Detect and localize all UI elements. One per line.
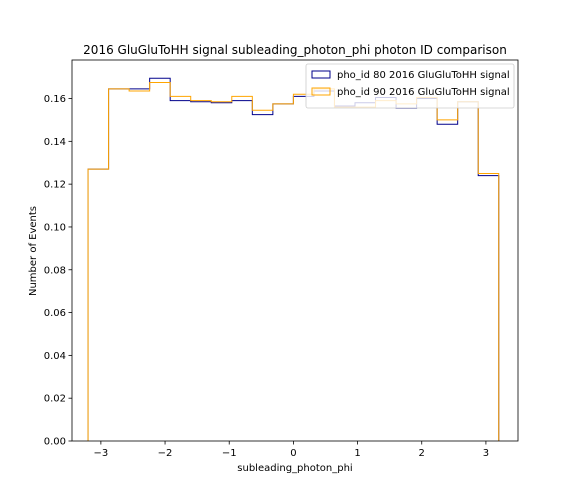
x-tick-label: 1 [354, 448, 360, 459]
y-tick-label: 0.06 [44, 308, 66, 319]
y-tick-label: 0.10 [44, 222, 66, 233]
y-tick-label: 0.12 [44, 180, 66, 191]
y-tick-label: 0.08 [44, 265, 66, 276]
legend: pho_id 80 2016 GluGluToHH signal pho_id 9… [305, 63, 515, 109]
x-tick-label: −2 [158, 448, 173, 459]
legend-box [305, 63, 515, 109]
x-axis-label: subleading_photon_phi [237, 463, 352, 474]
y-tick-label: 0.02 [44, 394, 66, 405]
legend-swatch [311, 87, 331, 96]
plot-frame [71, 59, 519, 442]
x-tick-label: −3 [94, 448, 109, 459]
x-tick-label: 3 [483, 448, 489, 459]
y-axis: 0.00 0.02 0.04 0.06 0.08 0.10 0.12 0.14 0.16 [44, 94, 72, 448]
y-tick-label: 0.14 [44, 137, 66, 148]
x-tick-label: 0 [290, 448, 296, 459]
legend-swatch [311, 70, 331, 79]
chart-title: 2016 GluGluToHH signal subleading_photon… [83, 43, 507, 57]
legend-label: pho_id 90 2016 GluGluToHH signal [337, 87, 510, 98]
x-axis: −3 −2 −1 0 1 2 3 [94, 441, 489, 459]
y-tick-label: 0.00 [44, 437, 66, 448]
y-tick-label: 0.04 [44, 351, 66, 362]
x-tick-label: 2 [419, 448, 425, 459]
x-tick-label: −1 [222, 448, 237, 459]
y-tick-label: 0.16 [44, 94, 66, 105]
legend-label: pho_id 80 2016 GluGluToHH signal [337, 70, 510, 81]
y-axis-label: Number of Events [28, 206, 39, 296]
